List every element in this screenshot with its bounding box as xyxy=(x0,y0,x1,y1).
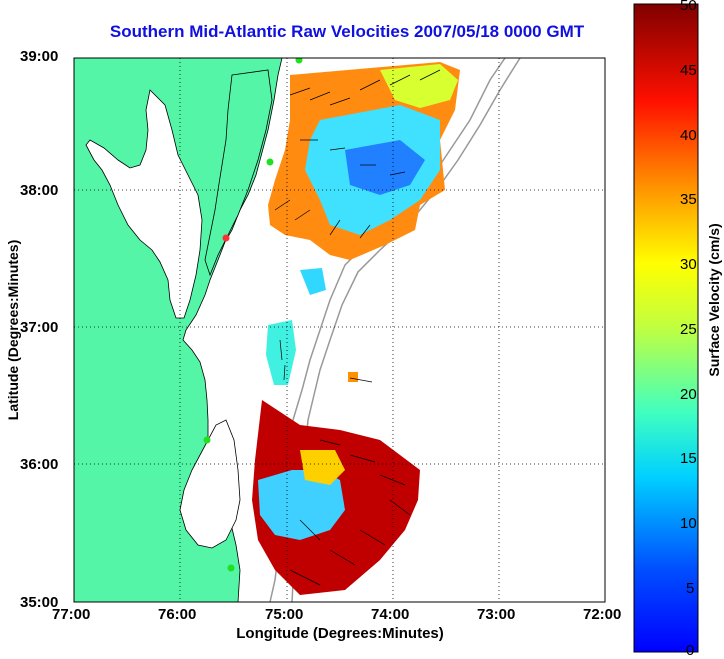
station-marker xyxy=(222,234,230,242)
colorbar-tick: 20 xyxy=(680,386,697,403)
colorbar-tick: 10 xyxy=(680,515,697,532)
x-tick-label: 75:00 xyxy=(265,606,304,623)
x-tick-label: 73:00 xyxy=(477,606,516,623)
colorbar-tick: 35 xyxy=(680,191,697,208)
velocity-patch-south-yellow xyxy=(300,450,345,485)
station-marker xyxy=(266,158,274,166)
plot-frame xyxy=(73,57,606,603)
colorbar-tick: 25 xyxy=(680,321,697,338)
y-tick-label: 39:00 xyxy=(20,48,59,65)
velocity-vectors xyxy=(274,69,441,586)
colorbar-tick: 15 xyxy=(680,450,697,467)
delmarva-peninsula xyxy=(204,69,273,277)
station-marker xyxy=(203,436,211,444)
colorbar-label: Surface Velocity (cm/s) xyxy=(706,223,722,377)
colorbar-tick: 45 xyxy=(680,62,697,79)
velocity-patch-mid xyxy=(300,268,326,295)
station-marker xyxy=(227,564,235,572)
colorbar-tick: 5 xyxy=(686,580,695,597)
velocity-patch-north-low xyxy=(345,140,425,195)
x-tick-label: 77:00 xyxy=(52,606,91,623)
y-tick-label: 35:00 xyxy=(20,594,59,611)
colorbar-tick: 50 xyxy=(680,0,697,14)
pamlico-sound xyxy=(179,419,241,549)
velocity-patch-south-cool xyxy=(258,470,345,540)
y-axis-label: Latitude (Degrees:Minutes) xyxy=(5,239,21,421)
x-tick-label: 76:00 xyxy=(158,606,197,623)
velocity-patch-dot xyxy=(348,372,358,382)
chesapeake-bay xyxy=(85,89,203,319)
velocity-patch-north-yellow xyxy=(380,64,458,108)
y-tick-label: 38:00 xyxy=(20,182,59,199)
colorbar-tick: 40 xyxy=(680,127,697,144)
y-tick-label: 36:00 xyxy=(20,456,59,473)
grid-lines xyxy=(74,58,605,602)
x-tick-label: 72:00 xyxy=(583,606,622,623)
station-marker xyxy=(295,58,303,64)
x-tick-label: 74:00 xyxy=(371,606,410,623)
colorbar-tick: 30 xyxy=(680,256,697,273)
map-title: Southern Mid-Atlantic Raw Velocities 200… xyxy=(109,22,585,41)
colorbar-tick: 0 xyxy=(686,642,695,659)
colorbar xyxy=(633,3,699,653)
y-tick-label: 37:00 xyxy=(20,319,59,336)
x-axis-label: Longitude (Degrees:Minutes) xyxy=(236,625,444,642)
